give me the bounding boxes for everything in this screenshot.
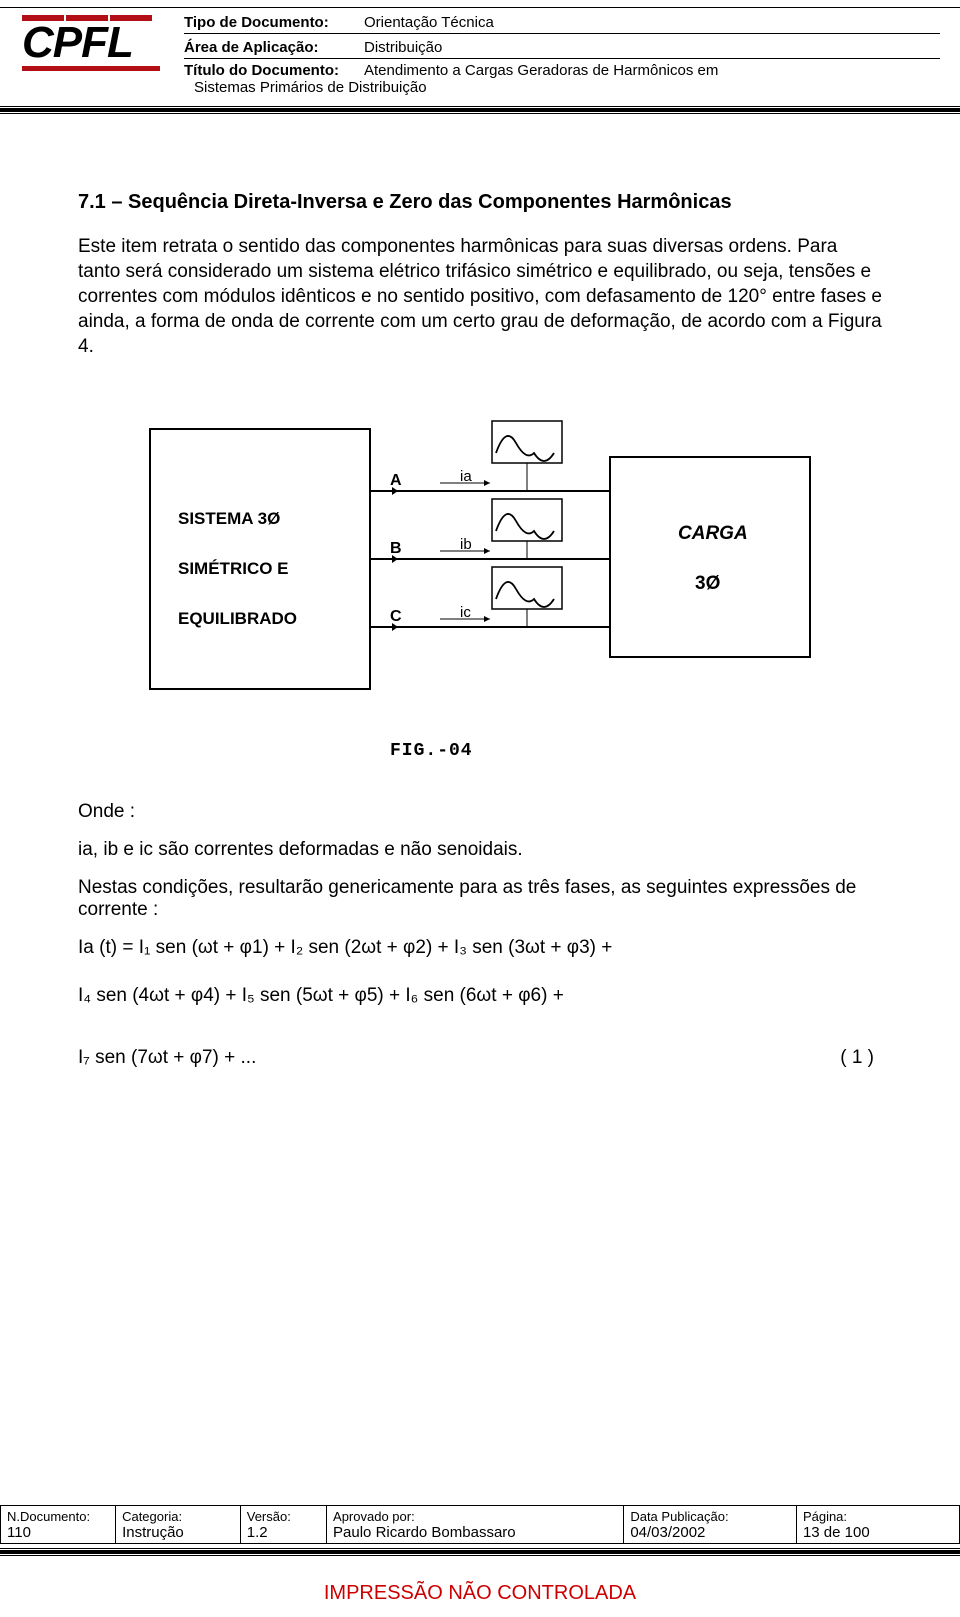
ndoc-value: 110 <box>7 1524 31 1541</box>
figure-4-diagram: SISTEMA 3Ø SIMÉTRICO E EQUILIBRADO CARGA… <box>130 389 830 761</box>
leftbox-line1: SISTEMA 3Ø <box>178 509 280 528</box>
leftbox-line3: EQUILIBRADO <box>178 609 297 628</box>
versao-label: Versão: <box>247 1509 291 1524</box>
phase-A-label: A <box>390 472 402 489</box>
leftbox-line2: SIMÉTRICO E <box>178 559 289 578</box>
document-header: CPFL Tipo de Documento: Orientação Técni… <box>0 0 960 114</box>
pagina-label: Página: <box>803 1509 847 1524</box>
figure-4-svg: SISTEMA 3Ø SIMÉTRICO E EQUILIBRADO CARGA… <box>130 389 830 729</box>
titulo-documento-value-l2: Sistemas Primários de Distribuição <box>184 79 940 96</box>
company-name: CPFL <box>22 22 174 64</box>
current-ic-label: ic <box>460 604 471 621</box>
versao-value: 1.2 <box>247 1524 268 1541</box>
equation-line-2: I₄ sen (4ωt + φ4) + I₅ sen (5ωt + φ5) + … <box>78 985 882 1007</box>
tipo-documento-value: Orientação Técnica <box>364 12 940 31</box>
rightbox-line1: CARGA <box>678 523 748 544</box>
area-aplicacao-value: Distribuição <box>364 37 940 56</box>
titulo-documento-label: Título do Documento: <box>184 62 354 79</box>
phase-B-label: B <box>390 540 402 557</box>
section-title: 7.1 – Sequência Direta-Inversa e Zero da… <box>78 191 882 214</box>
pagina-value: 13 de 100 <box>803 1524 870 1541</box>
figure-label: FIG.-04 <box>390 741 590 761</box>
section-paragraph-1: Este item retrata o sentido das componen… <box>78 234 882 359</box>
current-ib-label: ib <box>460 536 472 553</box>
rightbox-line2: 3Ø <box>695 573 720 594</box>
document-footer: N.Documento:110 Categoria:Instrução Vers… <box>0 1505 960 1617</box>
company-logo: CPFL <box>0 9 184 71</box>
equations-intro: Nestas condições, resultarão genericamen… <box>78 877 882 921</box>
footer-table: N.Documento:110 Categoria:Instrução Vers… <box>0 1505 960 1544</box>
titulo-documento-value-l1: Atendimento a Cargas Geradoras de Harmôn… <box>364 62 940 79</box>
data-label: Data Publicação: <box>630 1509 728 1524</box>
phase-C-label: C <box>390 608 402 625</box>
tipo-documento-label: Tipo de Documento: <box>184 14 354 31</box>
document-body: 7.1 – Sequência Direta-Inversa e Zero da… <box>0 115 960 1083</box>
categoria-label: Categoria: <box>122 1509 182 1524</box>
data-value: 04/03/2002 <box>630 1524 705 1541</box>
area-aplicacao-label: Área de Aplicação: <box>184 39 354 56</box>
uncontrolled-print-stamp: IMPRESSÃO NÃO CONTROLADA <box>0 1582 960 1605</box>
aprovado-label: Aprovado por: <box>333 1509 415 1524</box>
onde-label: Onde : <box>78 801 882 823</box>
current-ia-label: ia <box>460 468 472 485</box>
equation-line-3: I₇ sen (7ωt + φ7) + ... <box>78 1047 256 1069</box>
equation-number: ( 1 ) <box>840 1047 882 1069</box>
aprovado-value: Paulo Ricardo Bombassaro <box>333 1524 516 1541</box>
currents-legend: ia, ib e ic são correntes deformadas e n… <box>78 839 882 861</box>
header-metadata: Tipo de Documento: Orientação Técnica Ár… <box>184 9 960 96</box>
equation-line-1: Ia (t) = I₁ sen (ωt + φ1) + I₂ sen (2ωt … <box>78 937 882 959</box>
ndoc-label: N.Documento: <box>7 1509 90 1524</box>
categoria-value: Instrução <box>122 1524 184 1541</box>
